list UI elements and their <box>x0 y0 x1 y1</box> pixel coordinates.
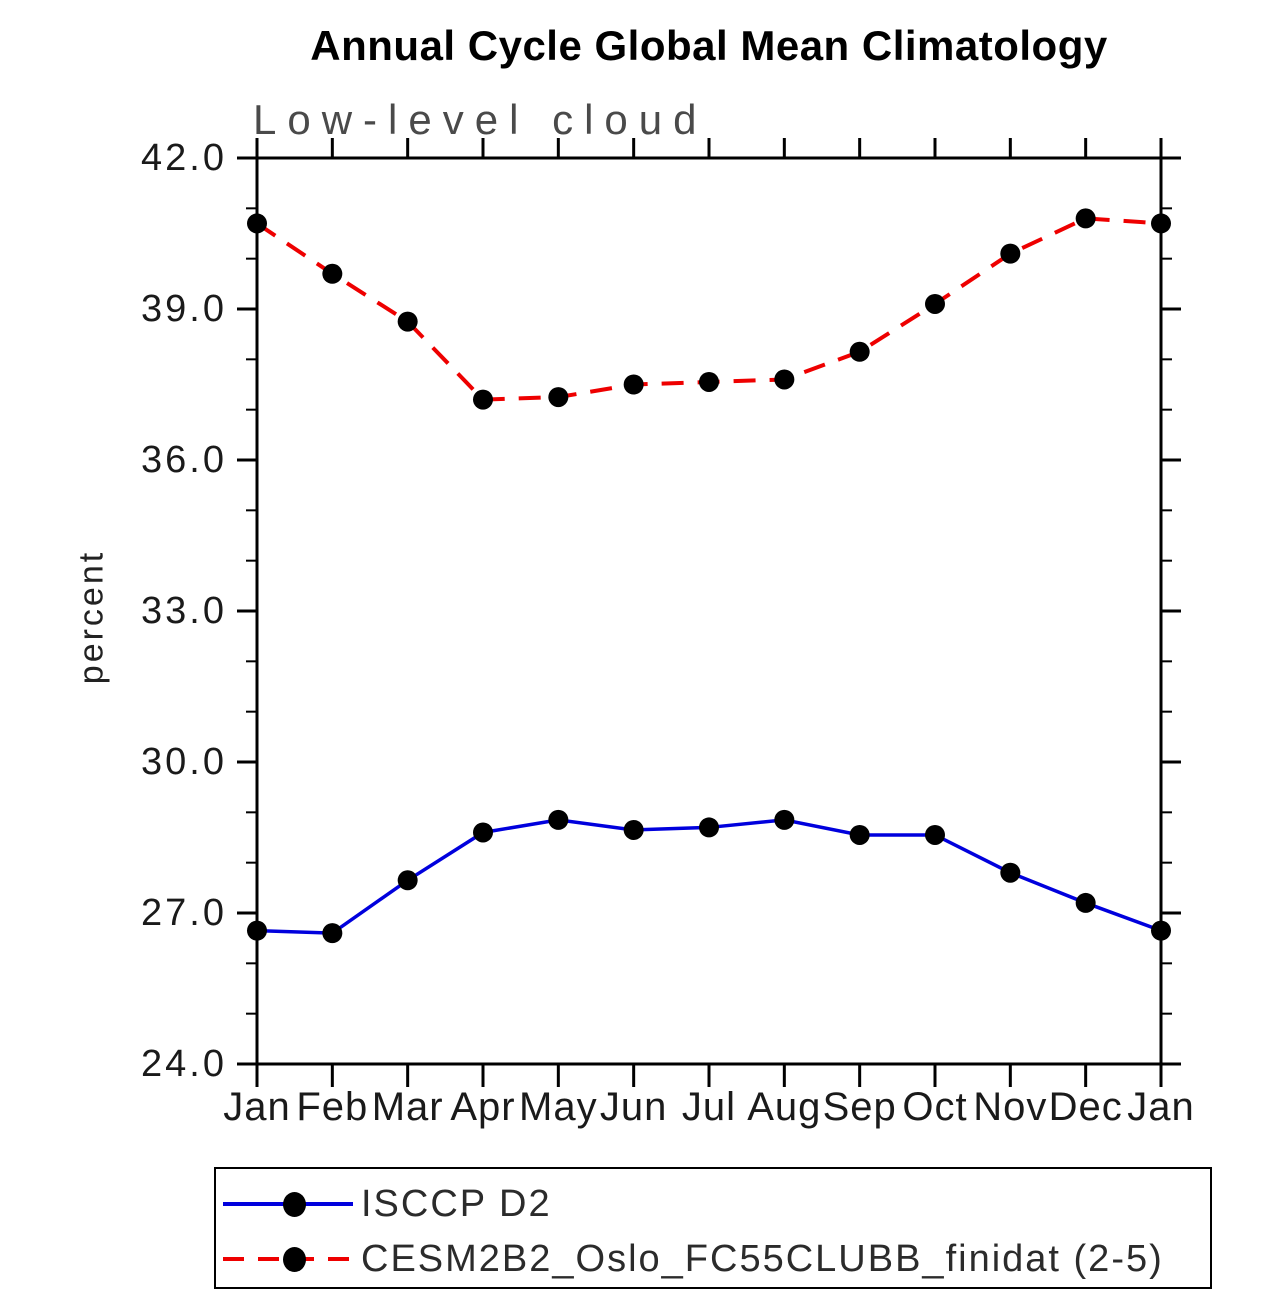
legend-marker-dot <box>283 1247 306 1272</box>
x-tick-label: Jan <box>223 1085 291 1129</box>
data-point-marker <box>1151 920 1171 941</box>
data-point-marker <box>925 824 945 845</box>
data-point-marker <box>1075 892 1096 913</box>
data-point-marker <box>623 374 644 395</box>
data-point-marker <box>849 824 870 845</box>
x-tick-label: Sep <box>823 1085 897 1129</box>
data-point-marker <box>849 341 870 362</box>
y-tick-label: 24.0 <box>141 1043 227 1085</box>
legend: ISCCP D2 CESM2B2_Oslo_FC55CLUBB_finidat … <box>214 1167 1212 1289</box>
x-tick-label: Jul <box>682 1085 736 1129</box>
plot-frame <box>255 156 1163 1066</box>
data-point-marker <box>322 263 343 284</box>
x-tick-label: Aug <box>747 1085 821 1129</box>
data-point-marker <box>397 870 418 891</box>
x-tick-label: Mar <box>372 1085 444 1129</box>
x-tick-label: Dec <box>1049 1085 1123 1129</box>
x-tick-label: May <box>519 1085 598 1129</box>
legend-marker-dot <box>283 1192 306 1217</box>
x-tick-label: Nov <box>973 1085 1047 1129</box>
y-tick-label: 30.0 <box>141 741 227 783</box>
data-point-marker <box>774 809 795 830</box>
y-tick-label: 36.0 <box>141 439 227 481</box>
data-point-marker <box>397 311 418 332</box>
data-point-marker <box>247 213 267 234</box>
x-tick-label: Apr <box>450 1085 515 1129</box>
legend-label: CESM2B2_Oslo_FC55CLUBB_finidat (2-5) <box>361 1238 1164 1280</box>
data-point-marker <box>699 371 719 392</box>
data-point-marker <box>1000 243 1021 264</box>
data-point-marker <box>548 809 569 830</box>
y-tick-label: 33.0 <box>141 590 227 632</box>
page-title: Annual Cycle Global Mean Climatology <box>310 22 1108 69</box>
data-point-marker <box>473 822 493 843</box>
y-tick-label: 42.0 <box>141 137 227 179</box>
plot-subtitle: Low-level cloud <box>253 96 708 143</box>
data-point-marker <box>473 389 493 410</box>
data-point-marker <box>247 920 267 941</box>
data-point-marker <box>623 819 644 840</box>
data-point-marker <box>925 293 945 314</box>
x-tick-label: Jan <box>1127 1085 1195 1129</box>
x-tick-label: Jun <box>600 1085 668 1129</box>
data-point-marker <box>548 387 569 408</box>
data-point-marker <box>774 369 795 390</box>
x-tick-label: Oct <box>902 1085 967 1129</box>
data-point-marker <box>322 923 343 944</box>
y-tick-label: 27.0 <box>141 892 227 934</box>
data-point-marker <box>699 817 719 838</box>
legend-row: CESM2B2_Oslo_FC55CLUBB_finidat (2-5) <box>223 1237 1203 1281</box>
data-point-marker <box>1151 213 1171 234</box>
legend-label: ISCCP D2 <box>361 1183 552 1225</box>
y-tick-label: 39.0 <box>141 288 227 330</box>
x-tick-label: Feb <box>296 1085 368 1129</box>
data-point-marker <box>1075 208 1096 229</box>
legend-row: ISCCP D2 <box>223 1182 1203 1226</box>
data-point-marker <box>1000 862 1021 883</box>
